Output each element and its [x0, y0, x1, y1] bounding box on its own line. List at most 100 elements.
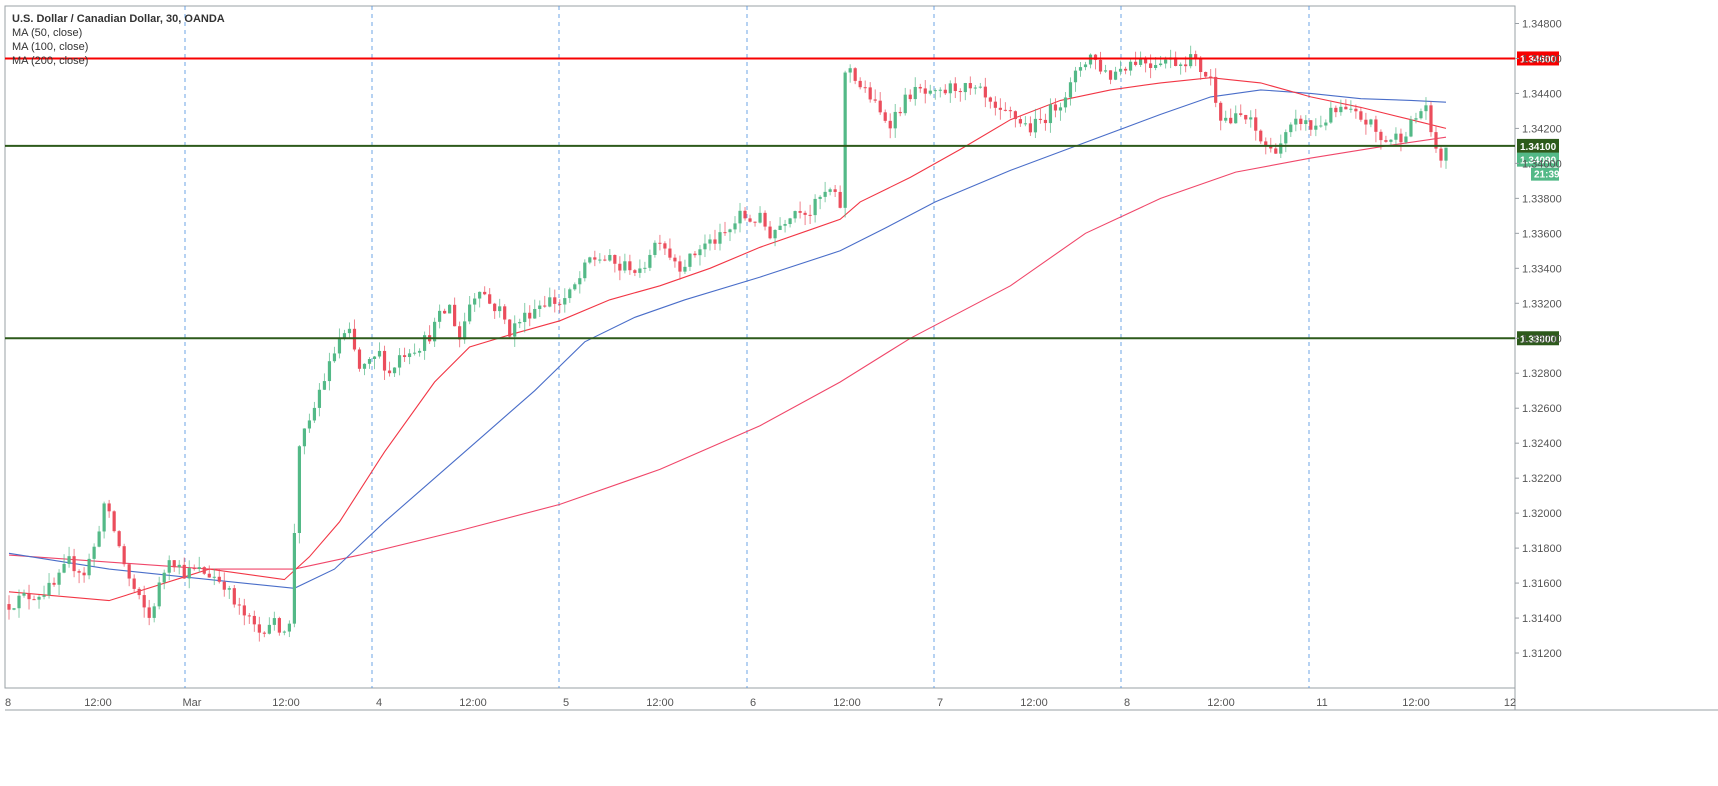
candle-body: [22, 593, 26, 596]
candle-body: [613, 254, 617, 264]
candle-body: [272, 618, 276, 625]
candle-body: [62, 563, 66, 573]
candle-body: [543, 305, 547, 307]
candle-body: [232, 588, 236, 605]
candle-body: [327, 361, 332, 382]
candle-body: [963, 83, 967, 93]
candle-body: [733, 223, 737, 230]
candle-body: [1194, 54, 1198, 58]
candle-body: [342, 333, 347, 338]
candle-body: [1098, 59, 1103, 72]
candle-body: [392, 367, 397, 374]
candle-body: [1429, 105, 1433, 133]
candle-body: [993, 101, 997, 108]
candle-body: [483, 291, 487, 295]
candle-body: [292, 533, 296, 624]
candle-body: [693, 253, 697, 256]
candle-body: [1118, 68, 1123, 72]
candle-body: [152, 606, 156, 618]
level-price-tag: [1517, 138, 1559, 153]
candle-body: [167, 560, 171, 573]
candle-body: [1184, 64, 1188, 67]
candle-body: [252, 615, 256, 625]
candle-body: [1093, 54, 1098, 60]
x-tick-label: 6: [750, 697, 756, 709]
candle-body: [588, 257, 592, 263]
x-tick-label: 12: [1504, 697, 1516, 709]
x-tick-label: 7: [937, 697, 943, 709]
candle-body: [1254, 117, 1258, 131]
candle-body: [207, 573, 211, 578]
candle-body: [112, 511, 116, 532]
candle-body: [933, 90, 937, 92]
y-tick-label: 1.34400: [1522, 88, 1562, 100]
candle-body: [1414, 118, 1418, 120]
candle-body: [222, 581, 226, 590]
candle-body: [1379, 131, 1383, 141]
candle-body: [888, 120, 892, 129]
candle-body: [1264, 141, 1268, 147]
candle-body: [357, 349, 362, 369]
y-tick-label: 1.32200: [1522, 473, 1562, 485]
candle-body: [82, 572, 86, 576]
candle-body: [763, 212, 767, 227]
candle-body: [282, 631, 286, 633]
candle-body: [377, 350, 382, 357]
candle-body: [838, 191, 842, 208]
candle-body: [1133, 61, 1138, 65]
candle-body: [432, 321, 437, 342]
candle-body: [437, 310, 442, 322]
candle-body: [1239, 113, 1243, 115]
candle-body: [422, 335, 427, 351]
candle-body: [863, 87, 867, 89]
y-tick-label: 1.33400: [1522, 263, 1562, 275]
candle-body: [1043, 119, 1048, 124]
candle-body: [187, 568, 191, 579]
level-price-label: 1.34100: [1520, 142, 1557, 153]
y-tick-label: 1.32400: [1522, 438, 1562, 450]
candle-body: [67, 556, 71, 564]
candle-body: [1274, 148, 1278, 154]
candle-body: [97, 531, 101, 547]
candle-body: [558, 303, 562, 305]
y-tick-label: 1.34000: [1522, 158, 1562, 170]
candle-body: [202, 567, 206, 574]
candle-body: [658, 242, 662, 244]
candle-body: [27, 593, 31, 600]
y-tick-label: 1.31600: [1522, 578, 1562, 590]
candle-body: [177, 564, 181, 568]
candle-body: [578, 278, 582, 285]
candle-body: [828, 189, 832, 192]
candle-body: [1384, 140, 1388, 142]
candle-body: [407, 353, 412, 358]
y-tick-label: 1.34600: [1522, 53, 1562, 65]
candle-body: [242, 605, 246, 616]
candle-body: [1409, 119, 1413, 137]
candle-body: [262, 632, 266, 634]
candle-body: [37, 596, 41, 600]
candle-body: [778, 225, 782, 230]
x-tick-label: Mar: [183, 697, 202, 709]
candle-body: [618, 263, 622, 271]
y-tick-label: 1.33200: [1522, 298, 1562, 310]
x-tick-label: 12:00: [1402, 697, 1430, 709]
candle-body: [1344, 106, 1348, 110]
candle-body: [77, 571, 81, 573]
candle-body: [528, 312, 532, 319]
candle-body: [1349, 108, 1353, 110]
candle-body: [1434, 132, 1438, 149]
candle-body: [1329, 107, 1333, 123]
candle-body: [508, 319, 512, 337]
candle-body: [277, 618, 281, 633]
plot-area[interactable]: [4, 5, 1516, 689]
candle-body: [1369, 119, 1373, 125]
candle-body: [1138, 57, 1143, 65]
candle-body: [1028, 123, 1033, 133]
y-tick-label: 1.32000: [1522, 508, 1562, 520]
candle-body: [1444, 147, 1448, 161]
legend-ma100: MA (100, close): [12, 41, 89, 53]
candle-body: [958, 91, 962, 93]
x-tick-label: 12:00: [84, 697, 112, 709]
ma50-line: [8, 77, 1447, 602]
